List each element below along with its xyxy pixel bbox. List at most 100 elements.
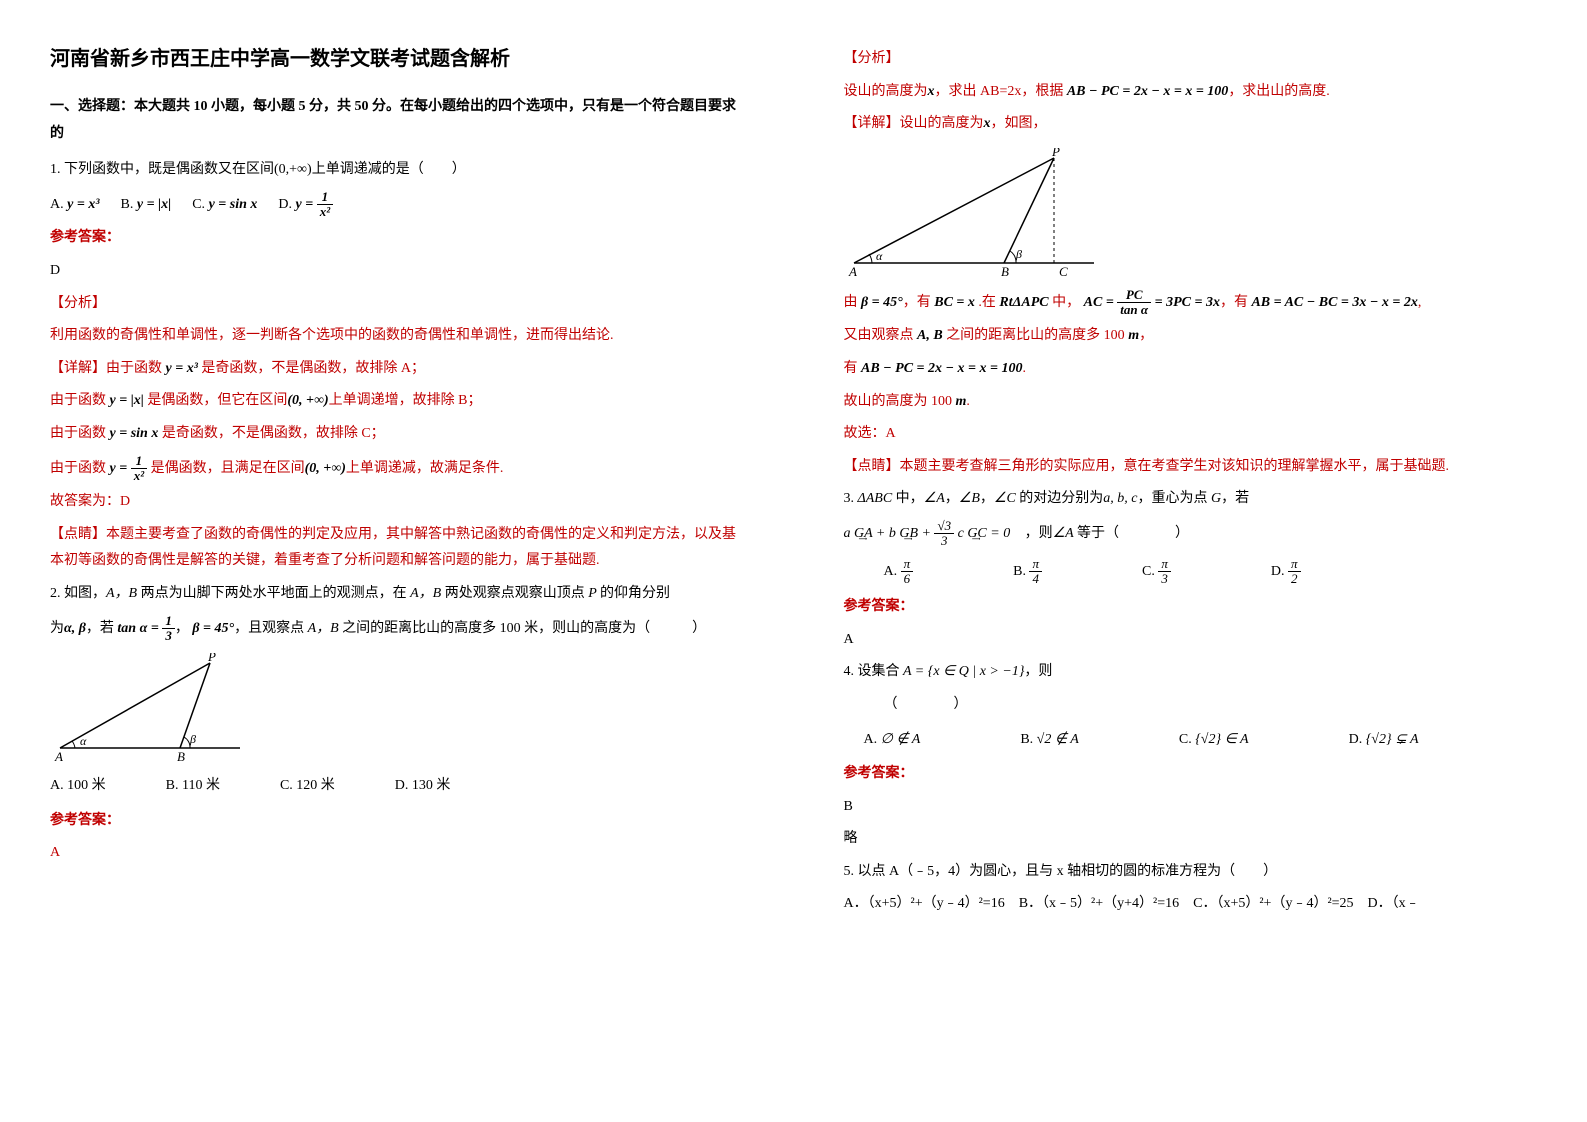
q3dp: D. bbox=[1271, 564, 1285, 579]
rdj-text: 本题主要考查解三角形的实际应用，意在考查学生对该知识的理解掌握水平，属于基础题. bbox=[900, 459, 1450, 474]
svg-text:A: A bbox=[848, 264, 857, 278]
q3ap: A. bbox=[884, 564, 898, 579]
q3-opta: A. π6 bbox=[884, 557, 914, 587]
q4-stem2: （ ） bbox=[844, 692, 1538, 719]
tana: tan α = 13 bbox=[114, 621, 175, 636]
svg-text:α: α bbox=[876, 249, 883, 263]
detail-1a: 由于函数 bbox=[106, 361, 162, 376]
fx: y = x³ bbox=[162, 361, 201, 376]
q3f: ，重心为点 bbox=[1138, 491, 1208, 506]
ab2: A，B bbox=[407, 586, 445, 601]
rtapc: RtΔAPC bbox=[996, 295, 1052, 310]
beta45: β = 45° bbox=[189, 621, 234, 636]
ab-angles: α, β bbox=[64, 621, 86, 636]
q4-optd: D. {√2} ⊊ A bbox=[1349, 727, 1419, 754]
r4a: 又由观察点 bbox=[844, 328, 914, 343]
analysis-label: 【分析】 bbox=[50, 291, 744, 318]
q4-optc: C. {√2} ∈ A bbox=[1179, 727, 1249, 754]
q4bp: B. bbox=[1020, 732, 1033, 747]
detail-3b: 是奇函数，不是偶函数，故排除 C； bbox=[162, 426, 385, 441]
abc: a, b, c bbox=[1103, 491, 1137, 506]
q3b: 中， bbox=[896, 491, 924, 506]
q4-opta: A. ∅ ∉ A bbox=[864, 727, 921, 754]
svg-text:A: A bbox=[54, 749, 63, 763]
q4-answer-label: 参考答案： bbox=[844, 761, 1538, 788]
q3-optb: B. π4 bbox=[1013, 557, 1042, 587]
ab3: A，B bbox=[304, 621, 342, 636]
svg-text:β: β bbox=[1015, 247, 1022, 261]
opt-d-formula: y = 1x² bbox=[296, 197, 334, 212]
r-line5: 有 AB − PC = 2x − x = x = 100. bbox=[844, 356, 1538, 383]
q2-stem: 2. 如图，A，B 两点为山脚下两处水平地面上的观测点，在 A，B 两处观察点观… bbox=[50, 581, 744, 608]
q4-extra: 略 bbox=[844, 826, 1538, 853]
q4-stem: 4. 设集合 A = {x ∈ Q | x > −1}，则 bbox=[844, 659, 1538, 686]
q1-conclusion: 故答案为：D bbox=[50, 489, 744, 516]
r-line7: 故选：A bbox=[844, 421, 1538, 448]
setA: A = {x ∈ Q | x > −1} bbox=[900, 664, 1025, 679]
q2s-b: 两点为山脚下两处水平地面上的观测点，在 bbox=[141, 586, 407, 601]
detail-1b: 是奇函数，不是偶函数，故排除 A； bbox=[201, 361, 425, 376]
angA: ∠A bbox=[924, 491, 945, 506]
svg-text:P: P bbox=[1051, 148, 1060, 159]
q2s-c: 两处观察点观察山顶点 bbox=[445, 586, 585, 601]
q2-answer: A bbox=[50, 840, 744, 867]
svg-text:β: β bbox=[189, 732, 196, 746]
opt-d-prefix: D. bbox=[278, 197, 292, 212]
q5-optb: B．（x﹣5）²+（y+4）²=16 bbox=[1019, 896, 1179, 911]
r6b: . bbox=[966, 394, 970, 409]
triangle-diagram-2: A B C P α β bbox=[844, 148, 1104, 278]
q4dp: D. bbox=[1349, 732, 1363, 747]
detail-label: 【详解】 bbox=[50, 361, 106, 376]
triangle-diagram-1: A B P α β bbox=[50, 653, 250, 763]
p: P bbox=[585, 586, 600, 601]
detail-4c: 上单调递减，故满足条件. bbox=[346, 461, 504, 476]
q3g: ，若 bbox=[1221, 491, 1249, 506]
opt-c-prefix: C. bbox=[192, 197, 205, 212]
varx: x bbox=[928, 84, 935, 99]
opt-c-formula: y = sin x bbox=[209, 197, 258, 212]
dianjing-label: 【点睛】 bbox=[50, 527, 106, 542]
q2-opta: A. 100 米 bbox=[50, 773, 106, 800]
q2s2-a: 为 bbox=[50, 621, 64, 636]
q1-stem: 1. 下列函数中，既是偶函数又在区间(0,+∞)上单调递减的是（ ） bbox=[50, 157, 744, 184]
r3a: 由 bbox=[844, 295, 858, 310]
ra-a: 设山的高度为 bbox=[844, 84, 928, 99]
ab-eq: AB = AC − BC = 3x − x = 2x bbox=[1248, 295, 1418, 310]
q2s-a: 2. 如图， bbox=[50, 586, 106, 601]
r6: 故山的高度为 100 bbox=[844, 394, 953, 409]
rd-a: 设山的高度为 bbox=[900, 116, 984, 131]
r3b: ，有 bbox=[903, 295, 931, 310]
angC: ∠C bbox=[994, 491, 1019, 506]
q3a: 3. bbox=[844, 491, 858, 506]
ra-b: ，求出 AB=2x，根据 bbox=[935, 84, 1064, 99]
opt-a-prefix: A. bbox=[50, 197, 64, 212]
detail-line1: 【详解】由于函数 y = x³ 是奇函数，不是偶函数，故排除 A； bbox=[50, 356, 744, 383]
page-title: 河南省新乡市西王庄中学高一数学文联考试题含解析 bbox=[50, 40, 744, 78]
r3f: , bbox=[1418, 295, 1422, 310]
q2s2-d: ，且观察点 bbox=[234, 621, 304, 636]
q4-options: A. ∅ ∉ A B. √2 ∉ A C. {√2} ∈ A D. {√2} ⊊… bbox=[844, 727, 1538, 754]
varx2: x bbox=[984, 116, 991, 131]
q1-answer: D bbox=[50, 258, 744, 285]
detail-line2: 由于函数 y = |x| 是偶函数，但它在区间(0, +∞)上单调递增，故排除 … bbox=[50, 388, 744, 415]
fx2: y = |x| bbox=[106, 393, 147, 408]
q2-stem2: 为α, β，若 tan α = 13， β = 45°，且观察点 A，B 之间的… bbox=[50, 614, 744, 644]
q3-formula: a G͢A + b G͢B + √33 c G͢C = 0⃗ ，则∠A 等于（ … bbox=[844, 519, 1538, 549]
r3c: .在 bbox=[978, 295, 996, 310]
r-line6: 故山的高度为 100 m. bbox=[844, 389, 1538, 416]
q2-optb: B. 110 米 bbox=[166, 773, 220, 800]
bcx: BC = x bbox=[931, 295, 979, 310]
r-line4: 又由观察点 A, B 之间的距离比山的高度多 100 m， bbox=[844, 323, 1538, 350]
q2s-d: 的仰角分别 bbox=[600, 586, 670, 601]
detail-line4: 由于函数 y = 1x² 是偶函数，且满足在区间(0, +∞)上单调递减，故满足… bbox=[50, 454, 744, 484]
dianjing-text: 本题主要考查了函数的奇偶性的判定及应用，其中解答中熟记函数的奇偶性的定义和判定方… bbox=[50, 527, 736, 569]
ab-pts: A, B bbox=[914, 328, 947, 343]
q5-options: A．（x+5）²+（y﹣4）²=16 B．（x﹣5）²+（y+4）²=16 C．… bbox=[844, 891, 1538, 918]
angA2: ∠A bbox=[1053, 526, 1077, 541]
q3bp: B. bbox=[1013, 564, 1026, 579]
r3d: 中， bbox=[1052, 295, 1080, 310]
q4ap: A. bbox=[864, 732, 878, 747]
left-column: 河南省新乡市西王庄中学高一数学文联考试题含解析 一、选择题：本大题共 10 小题… bbox=[0, 0, 794, 1122]
q4-optb: B. √2 ∉ A bbox=[1020, 727, 1079, 754]
eq2: AB − PC = 2x − x = x = 100 bbox=[858, 361, 1023, 376]
